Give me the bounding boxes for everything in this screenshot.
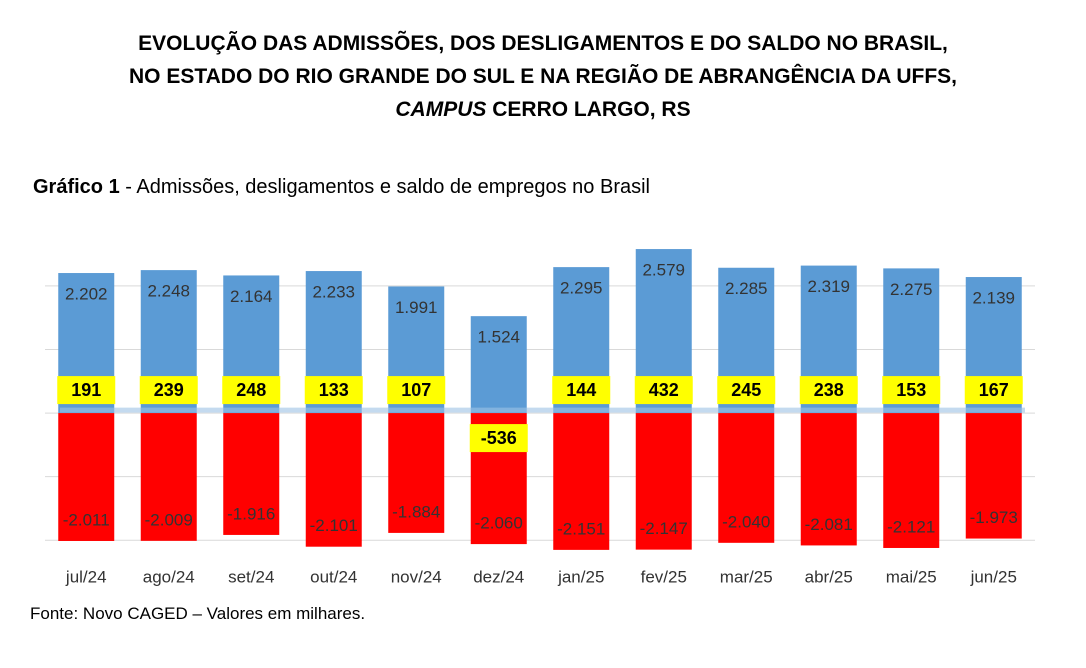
- saldo-label: 144: [566, 380, 596, 400]
- bar: [635, 413, 692, 550]
- x-tick-label: dez/24: [473, 567, 524, 586]
- subtitle-bold: Gráfico 1: [33, 176, 120, 198]
- value-label: 2.295: [560, 279, 603, 298]
- subtitle-text: - Admissões, desligamentos e saldo de em…: [125, 176, 650, 198]
- value-label: 2.319: [807, 277, 850, 296]
- x-tick-label: ago/24: [143, 567, 195, 586]
- value-label: -1.973: [970, 508, 1018, 527]
- x-tick-label: abr/25: [805, 567, 853, 586]
- value-label: -2.147: [640, 519, 688, 538]
- saldo-box: [717, 376, 776, 405]
- x-tick-label: fev/25: [641, 567, 687, 586]
- x-tick-label: mar/25: [720, 567, 773, 586]
- bar: [470, 316, 527, 414]
- value-label: 2.579: [642, 261, 685, 280]
- saldo-box: [139, 376, 198, 405]
- saldo-box: [552, 376, 611, 405]
- value-label: 2.233: [312, 283, 355, 302]
- saldo-label: 245: [731, 380, 761, 400]
- x-tick-label: mai/25: [886, 567, 937, 586]
- bar: [800, 413, 857, 546]
- bar: [305, 413, 362, 547]
- saldo-box: [222, 376, 281, 405]
- value-label: -2.121: [887, 517, 935, 536]
- saldo-box: [469, 424, 528, 453]
- value-label: 1.524: [477, 328, 520, 347]
- value-label: -2.151: [557, 519, 605, 538]
- x-tick-label: jun/25: [970, 567, 1017, 586]
- value-label: -2.101: [310, 516, 358, 535]
- value-label: -2.011: [63, 510, 110, 529]
- x-tick-label: nov/24: [391, 567, 442, 586]
- bar: [718, 413, 775, 543]
- saldo-label: 191: [71, 380, 101, 400]
- value-label: -1.884: [392, 502, 440, 521]
- saldo-label: 239: [154, 380, 184, 400]
- title-italic: CAMPUS: [395, 98, 487, 121]
- value-label: -2.060: [475, 514, 523, 533]
- title-line: CAMPUS CERRO LARGO, RS: [0, 98, 1086, 122]
- value-label: 2.202: [65, 285, 108, 304]
- value-label: -1.916: [227, 504, 275, 523]
- subtitle: Gráfico 1 - Admissões, desligamentos e s…: [33, 176, 650, 199]
- saldo-label: -536: [481, 428, 517, 448]
- saldo-box: [304, 376, 363, 405]
- source: Fonte: Novo CAGED – Valores em milhares.: [30, 604, 366, 623]
- saldo-box: [799, 376, 858, 405]
- value-label: -2.009: [145, 510, 193, 529]
- x-tick-label: out/24: [310, 567, 357, 586]
- x-tick-label: jul/24: [65, 567, 107, 586]
- x-tick-label: jan/25: [557, 567, 604, 586]
- value-label: 2.285: [725, 279, 768, 298]
- saldo-label: 248: [236, 380, 266, 400]
- saldo-label: 153: [896, 380, 926, 400]
- title-rest: CERRO LARGO, RS: [492, 98, 691, 121]
- value-label: -2.040: [722, 512, 770, 531]
- value-label: 2.164: [230, 287, 273, 306]
- value-label: 2.248: [147, 282, 190, 301]
- saldo-label: 238: [814, 380, 844, 400]
- bar: [223, 413, 280, 535]
- bar: [388, 413, 445, 533]
- value-label: 2.275: [890, 280, 933, 299]
- saldo-label: 133: [319, 380, 349, 400]
- saldo-label: 107: [401, 380, 431, 400]
- bar: [58, 413, 115, 541]
- saldo-label: 432: [649, 380, 679, 400]
- value-label: 2.139: [972, 289, 1015, 308]
- bar: [553, 413, 610, 550]
- x-tick-label: set/24: [228, 567, 274, 586]
- value-label: 1.991: [395, 298, 438, 317]
- saldo-box: [57, 376, 116, 405]
- saldo-label: 167: [979, 380, 1009, 400]
- bar: [965, 413, 1022, 539]
- saldo-box: [634, 376, 693, 405]
- saldo-box: [387, 376, 446, 405]
- value-label: -2.081: [805, 515, 853, 534]
- title-line: EVOLUÇÃO DAS ADMISSÕES, DOS DESLIGAMENTO…: [138, 32, 948, 55]
- bar: [140, 413, 197, 541]
- saldo-box: [964, 376, 1023, 405]
- saldo-box: [882, 376, 941, 405]
- bar: [883, 413, 940, 548]
- title-line: NO ESTADO DO RIO GRANDE DO SUL E NA REGI…: [129, 65, 957, 88]
